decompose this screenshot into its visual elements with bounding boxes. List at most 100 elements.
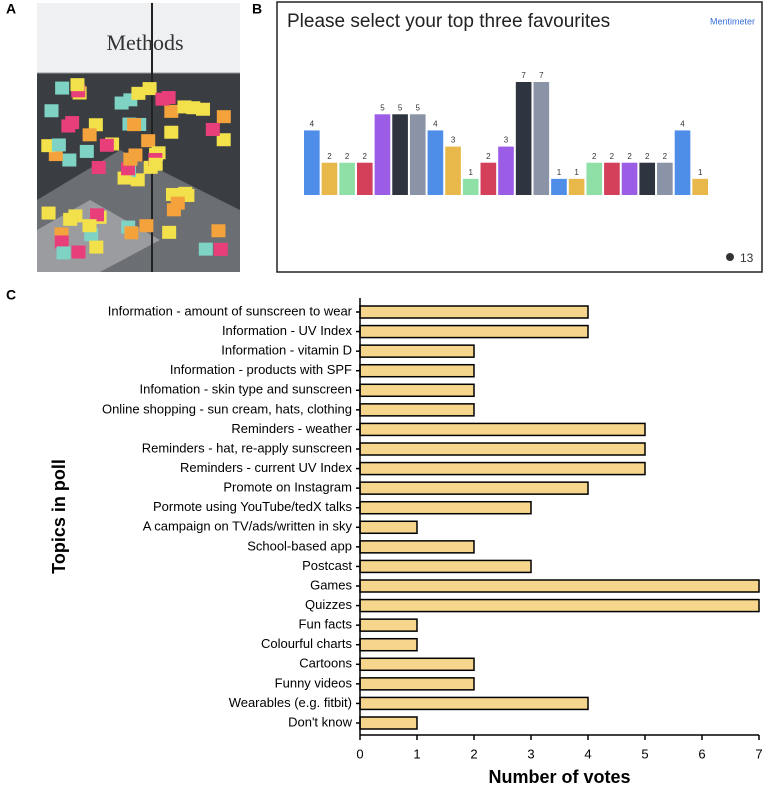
bar bbox=[551, 178, 567, 195]
panel-label: C bbox=[6, 287, 16, 303]
bar bbox=[359, 500, 532, 515]
sticky-note bbox=[170, 196, 185, 210]
value-label: 3 bbox=[451, 136, 456, 145]
value-label: 2 bbox=[327, 152, 332, 161]
bar bbox=[359, 481, 589, 495]
bar bbox=[304, 130, 320, 195]
photo: Methods bbox=[37, 3, 240, 272]
sticky-note bbox=[164, 104, 179, 118]
bar bbox=[359, 696, 589, 711]
sticky-note bbox=[62, 153, 77, 167]
y-tick-label: Promote on Instagram bbox=[223, 480, 352, 495]
y-tick-label: Wearables (e.g. fitbit) bbox=[229, 695, 352, 710]
bar bbox=[359, 363, 475, 378]
sticky-note bbox=[216, 133, 231, 147]
bar bbox=[604, 162, 620, 195]
sticky-note bbox=[65, 116, 80, 130]
sticky-note bbox=[51, 138, 66, 152]
value-label: 2 bbox=[592, 152, 597, 161]
value-label: 7 bbox=[539, 71, 544, 80]
sticky-note bbox=[141, 134, 156, 148]
x-tick-label: 3 bbox=[527, 746, 534, 761]
bar bbox=[515, 82, 532, 195]
bar bbox=[359, 618, 418, 632]
bar bbox=[359, 305, 589, 319]
x-tick-label: 5 bbox=[641, 746, 648, 761]
chart-title: Please select your top three favourites bbox=[287, 11, 610, 32]
sticky-note bbox=[99, 138, 114, 152]
value-label: 5 bbox=[416, 103, 421, 112]
sticky-note bbox=[56, 246, 71, 260]
value-label: 2 bbox=[645, 152, 650, 161]
bar bbox=[339, 162, 355, 195]
bar bbox=[657, 162, 673, 195]
bar bbox=[359, 520, 418, 535]
value-label: 1 bbox=[574, 168, 579, 177]
participant-count: 13 bbox=[740, 251, 754, 265]
value-label: 4 bbox=[680, 120, 685, 129]
value-label: 5 bbox=[398, 103, 403, 112]
bar bbox=[359, 383, 475, 398]
sticky-note bbox=[178, 186, 193, 200]
x-axis-title: Number of votes bbox=[488, 767, 630, 787]
y-tick-label: Pormote using YouTube/tedX talks bbox=[153, 499, 352, 514]
bar bbox=[498, 146, 514, 195]
y-tick-label: Information - products with SPF bbox=[170, 362, 352, 377]
bar bbox=[445, 146, 461, 195]
y-tick-label: Postcast bbox=[302, 558, 352, 573]
bar bbox=[621, 162, 638, 195]
bar bbox=[568, 178, 585, 195]
y-tick-label: Cartoons bbox=[299, 656, 352, 671]
value-label: 2 bbox=[363, 152, 368, 161]
value-label: 2 bbox=[663, 152, 668, 161]
sticky-note bbox=[139, 219, 154, 233]
sticky-note bbox=[44, 104, 59, 118]
value-label: 1 bbox=[468, 168, 473, 177]
bar bbox=[359, 461, 646, 476]
value-label: 4 bbox=[310, 120, 315, 129]
y-tick-label: Funny videos bbox=[275, 675, 353, 690]
y-tick-label: Information - amount of sunscreen to wea… bbox=[108, 303, 353, 318]
sticky-note bbox=[127, 118, 142, 132]
sticky-note bbox=[186, 101, 201, 115]
participant-icon bbox=[726, 253, 734, 261]
sticky-note bbox=[216, 110, 231, 124]
bar bbox=[359, 579, 760, 593]
value-label: 2 bbox=[627, 152, 632, 161]
bar bbox=[692, 178, 708, 195]
y-tick-label: Online shopping - sun cream, hats, cloth… bbox=[102, 401, 352, 416]
y-tick-label: A campaign on TV/ads/written in sky bbox=[143, 519, 353, 534]
y-tick-label: Fun facts bbox=[299, 617, 353, 632]
sticky-note bbox=[88, 118, 103, 132]
bar bbox=[356, 162, 373, 195]
sticky-note bbox=[213, 242, 228, 256]
bar bbox=[427, 130, 444, 195]
sticky-note bbox=[70, 78, 85, 92]
bar bbox=[359, 540, 475, 554]
bar bbox=[480, 162, 497, 195]
y-tick-label: Don't know bbox=[288, 714, 353, 729]
value-label: 2 bbox=[610, 152, 615, 161]
value-label: 5 bbox=[380, 103, 385, 112]
bar bbox=[409, 114, 426, 195]
bar bbox=[359, 716, 418, 730]
bar bbox=[321, 162, 338, 195]
sticky-note bbox=[41, 139, 56, 153]
value-label: 1 bbox=[698, 168, 703, 177]
sticky-note bbox=[82, 219, 97, 233]
y-tick-label: Reminders - current UV Index bbox=[180, 460, 352, 475]
sticky-note bbox=[198, 242, 213, 256]
bar bbox=[674, 130, 691, 195]
panel-label: A bbox=[6, 1, 16, 17]
y-tick-label: Information - vitamin D bbox=[221, 343, 352, 358]
sticky-note bbox=[55, 81, 70, 95]
y-axis-title: Topics in poll bbox=[49, 459, 69, 574]
x-tick-label: 7 bbox=[755, 746, 762, 761]
bar bbox=[392, 114, 408, 195]
sticky-note bbox=[131, 86, 146, 100]
value-label: 4 bbox=[433, 120, 438, 129]
bar bbox=[359, 422, 646, 437]
x-tick-label: 4 bbox=[584, 746, 591, 761]
x-tick-label: 6 bbox=[698, 746, 705, 761]
photo-text: Methods bbox=[107, 30, 184, 55]
